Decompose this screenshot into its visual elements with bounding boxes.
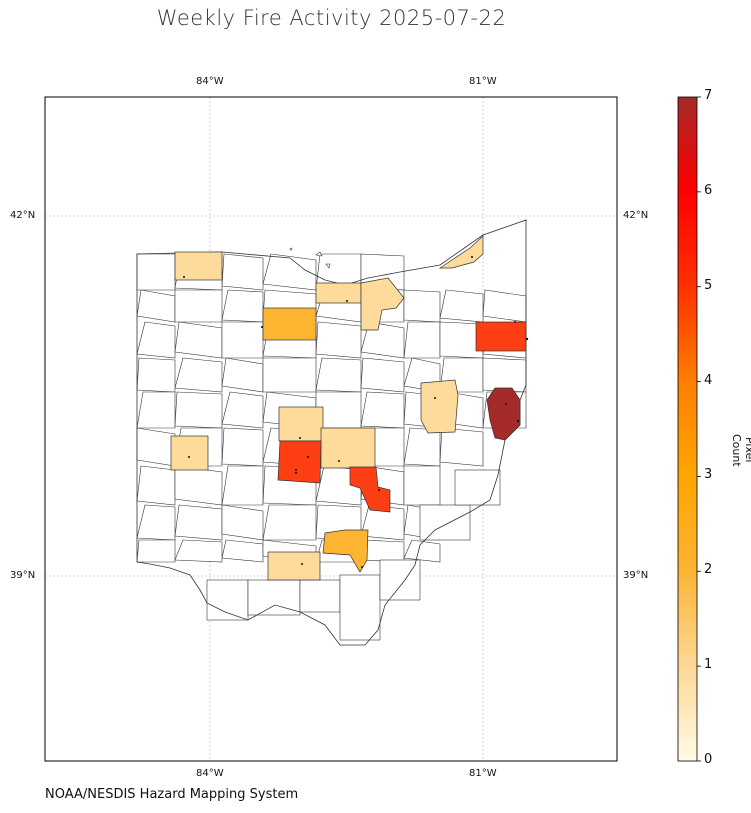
- county: [360, 504, 405, 541]
- county: [299, 579, 341, 613]
- county: [174, 465, 223, 506]
- county: [136, 465, 176, 506]
- lat-tick-left-42n: 42°N: [10, 210, 36, 221]
- county: [174, 289, 223, 323]
- county: [403, 289, 441, 323]
- fire-county: [322, 529, 369, 573]
- county: [482, 289, 527, 323]
- county: [262, 253, 317, 291]
- county: [419, 504, 471, 541]
- fire-county: [438, 235, 484, 269]
- county: [315, 321, 362, 359]
- fire-county: [349, 466, 391, 513]
- fire-county: [262, 307, 317, 341]
- colorbar-tick-label: 6: [704, 182, 713, 198]
- county: [136, 539, 176, 563]
- county: [454, 469, 501, 506]
- county: [221, 357, 264, 393]
- state-outline: [136, 219, 527, 646]
- fire-county: [360, 277, 405, 331]
- county: [221, 321, 264, 359]
- county: [136, 253, 176, 291]
- fire-county: [315, 282, 362, 304]
- lat-tick-right-39n: 39°N: [623, 570, 649, 581]
- county: [339, 574, 381, 641]
- colorbar-tick-label: 3: [704, 467, 713, 483]
- lat-tick-left-39n: 39°N: [10, 570, 36, 581]
- county: [439, 289, 484, 323]
- county: [403, 465, 441, 506]
- county: [174, 504, 223, 541]
- county: [221, 391, 264, 429]
- county: [360, 357, 405, 393]
- colorbar-label: Pixel Count: [730, 433, 751, 467]
- fire-county: [277, 440, 322, 484]
- county: [439, 427, 484, 467]
- lat-tick-right-42n: 42°N: [623, 210, 649, 221]
- fire-county: [267, 551, 321, 581]
- county: [221, 289, 264, 323]
- colorbar-tick-label: 0: [704, 752, 713, 767]
- colorbar-tick-label: 2: [704, 562, 713, 578]
- county: [136, 427, 176, 467]
- county: [136, 321, 176, 359]
- county: [482, 357, 527, 393]
- lon-tick-top-81w: 81°W: [469, 76, 497, 87]
- colorbar-tick-label: 7: [704, 88, 713, 103]
- county: [360, 391, 405, 429]
- map-frame: [44, 96, 618, 762]
- fire-county: [320, 427, 376, 469]
- county: [403, 427, 441, 467]
- county: [221, 539, 264, 563]
- county: [403, 539, 441, 563]
- fire-county: [170, 435, 209, 471]
- colorbar: [677, 96, 698, 762]
- county: [206, 579, 249, 621]
- county: [262, 357, 317, 393]
- county: [174, 321, 223, 359]
- county: [136, 504, 176, 541]
- fire-county: [475, 321, 527, 352]
- colorbar-tick-label: 5: [704, 277, 713, 293]
- county: [221, 427, 264, 467]
- chart-title: Weekly Fire Activity 2025-07-22: [156, 6, 507, 30]
- county: [136, 357, 176, 393]
- lon-tick-bottom-84w: 84°W: [196, 768, 224, 779]
- county: [379, 559, 421, 601]
- county: [262, 504, 317, 541]
- source-credit: NOAA/NESDIS Hazard Mapping System: [45, 787, 299, 802]
- county: [221, 253, 264, 291]
- fire-county: [420, 379, 459, 434]
- colorbar-tick-label: 1: [704, 657, 713, 673]
- fire-county: [278, 406, 324, 442]
- county: [315, 357, 362, 393]
- county: [174, 391, 223, 429]
- lon-tick-bottom-81w: 81°W: [469, 768, 497, 779]
- county: [174, 539, 223, 563]
- colorbar-tick-label: 4: [704, 372, 713, 388]
- county: [221, 504, 264, 541]
- county: [221, 465, 264, 506]
- county: [174, 357, 223, 393]
- county: [136, 289, 176, 323]
- lon-tick-top-84w: 84°W: [196, 76, 224, 87]
- county: [403, 321, 441, 359]
- fire-county: [174, 251, 223, 281]
- county: [136, 391, 176, 429]
- fire-county: [486, 387, 521, 441]
